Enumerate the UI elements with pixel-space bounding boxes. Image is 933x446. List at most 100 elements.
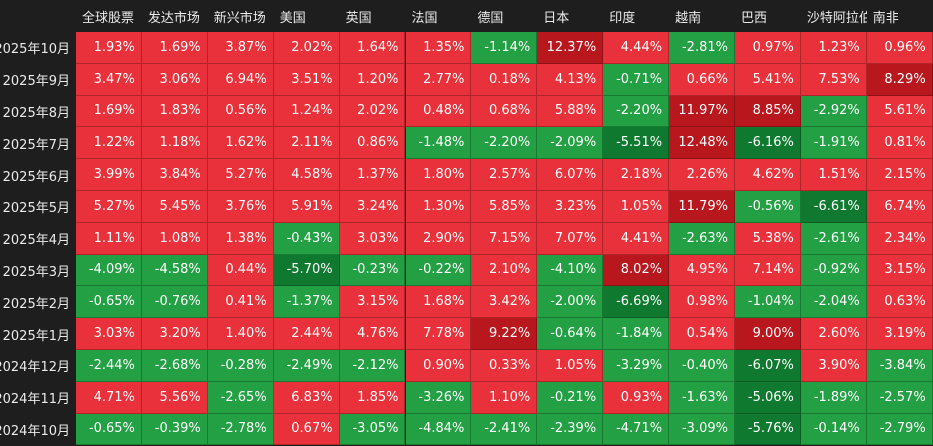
heatmap-cell: 1.11% — [76, 222, 142, 255]
heatmap-cell: -0.65% — [76, 413, 142, 446]
heatmap-cell: 3.47% — [76, 63, 142, 96]
heatmap-cell: -2.79% — [866, 413, 933, 446]
heatmap-cell: -0.23% — [339, 254, 406, 287]
heatmap-cell: -2.04% — [800, 286, 867, 319]
heatmap-cell: 3.76% — [207, 191, 274, 223]
heatmap-cell: 3.51% — [273, 63, 340, 96]
heatmap-cell: -4.58% — [141, 254, 208, 287]
heatmap-cell: 8.02% — [603, 254, 670, 287]
heatmap-cell: 1.85% — [339, 381, 406, 414]
heatmap-cell: 2.44% — [273, 318, 340, 350]
heatmap-cell: 3.99% — [76, 159, 142, 191]
heatmap-cell: 2.11% — [273, 127, 340, 160]
heatmap-cell: -0.71% — [603, 63, 670, 96]
column-header: 新兴市场 — [207, 0, 274, 32]
heatmap-cell: 5.56% — [141, 381, 208, 414]
heatmap-cell: 2.57% — [471, 159, 538, 191]
heatmap-cell: 7.78% — [405, 318, 472, 350]
heatmap-cell: 3.15% — [866, 254, 933, 287]
heatmap-cell: 1.23% — [800, 32, 867, 64]
heatmap-cell: 4.44% — [603, 32, 670, 64]
heatmap-cell: 4.95% — [669, 254, 735, 287]
heatmap-cell: -2.39% — [537, 413, 604, 446]
heatmap-cell: 0.54% — [669, 318, 735, 350]
heatmap-cell: -6.69% — [603, 286, 670, 319]
heatmap-cell: -0.65% — [76, 286, 142, 319]
column-header: 法国 — [405, 0, 472, 32]
heatmap-cell: -0.14% — [800, 413, 867, 446]
column-header: 美国 — [273, 0, 340, 32]
heatmap-cell: 0.68% — [471, 95, 538, 128]
heatmap-cell: 0.93% — [603, 381, 670, 414]
heatmap-cell: 0.41% — [207, 286, 274, 319]
heatmap-cell: 0.81% — [866, 127, 933, 160]
heatmap-cell: -4.09% — [76, 254, 142, 287]
row-label: 2025年2月 — [0, 286, 76, 319]
heatmap-cell: 1.40% — [207, 318, 274, 350]
heatmap-cell: 1.30% — [405, 191, 472, 223]
heatmap-cell: 7.07% — [537, 222, 604, 255]
heatmap-cell: 6.74% — [866, 191, 933, 223]
column-header: 英国 — [339, 0, 406, 32]
heatmap-cell: 4.41% — [603, 222, 670, 255]
heatmap-cell: -0.39% — [141, 413, 208, 446]
heatmap-cell: 0.18% — [471, 63, 538, 96]
row-label: 2025年6月 — [0, 159, 76, 191]
heatmap-cell: -1.37% — [273, 286, 340, 319]
heatmap-cell: 0.86% — [339, 127, 406, 160]
heatmap-cell: -4.10% — [537, 254, 604, 287]
heatmap-cell: 5.45% — [141, 191, 208, 223]
heatmap-cell: -0.22% — [405, 254, 472, 287]
heatmap-cell: 3.24% — [339, 191, 406, 223]
heatmap-cell: 2.18% — [603, 159, 670, 191]
heatmap-cell: 2.26% — [669, 159, 735, 191]
heatmap-cell: 4.58% — [273, 159, 340, 191]
heatmap-cell: 8.29% — [866, 63, 933, 96]
heatmap-cell: 11.79% — [669, 191, 735, 223]
heatmap-cell: 0.97% — [735, 32, 801, 64]
column-header: 日本 — [537, 0, 604, 32]
heatmap-cell: 3.23% — [537, 191, 604, 223]
heatmap-cell: 1.08% — [141, 222, 208, 255]
heatmap-cell: 1.69% — [141, 32, 208, 64]
heatmap-cell: -1.14% — [471, 32, 538, 64]
heatmap-cell: -2.78% — [207, 413, 274, 446]
heatmap-cell: 7.15% — [471, 222, 538, 255]
row-label: 2025年5月 — [0, 191, 76, 223]
heatmap-cell: 0.33% — [471, 350, 538, 382]
heatmap-cell: -1.89% — [800, 381, 867, 414]
heatmap-cell: 1.24% — [273, 95, 340, 128]
column-header: 南非 — [866, 0, 933, 32]
heatmap-cell: 2.34% — [866, 222, 933, 255]
heatmap-cell: 7.14% — [735, 254, 801, 287]
heatmap-cell: -0.76% — [141, 286, 208, 319]
heatmap-cell: -1.84% — [603, 318, 670, 350]
heatmap-cell: 3.06% — [141, 63, 208, 96]
heatmap-cell: -2.63% — [669, 222, 735, 255]
row-label: 2025年8月 — [0, 95, 76, 128]
heatmap-cell: 5.27% — [207, 159, 274, 191]
heatmap-cell: -3.05% — [339, 413, 406, 446]
heatmap-cell: 1.51% — [800, 159, 867, 191]
heatmap-cell: -5.70% — [273, 254, 340, 287]
heatmap-cell: -2.81% — [669, 32, 735, 64]
heatmap-cell: 5.38% — [735, 222, 801, 255]
heatmap-cell: 1.68% — [405, 286, 472, 319]
heatmap-cell: -2.12% — [339, 350, 406, 382]
heatmap-cell: 1.38% — [207, 222, 274, 255]
heatmap-cell: 1.05% — [603, 191, 670, 223]
heatmap-cell: 4.76% — [339, 318, 406, 350]
heatmap-cell: -1.91% — [800, 127, 867, 160]
heatmap-cell: 0.98% — [669, 286, 735, 319]
heatmap-cell: 0.67% — [273, 413, 340, 446]
heatmap-cell: -0.43% — [273, 222, 340, 255]
heatmap-cell: 0.90% — [405, 350, 472, 382]
heatmap-cell: 5.27% — [76, 191, 142, 223]
heatmap-cell: -2.68% — [141, 350, 208, 382]
heatmap-cell: 9.22% — [471, 318, 538, 350]
column-header: 全球股票 — [76, 0, 142, 32]
row-label: 2025年3月 — [0, 254, 76, 287]
row-label: 2025年9月 — [0, 63, 76, 96]
column-header: 巴西 — [735, 0, 801, 32]
heatmap-cell: -2.41% — [471, 413, 538, 446]
